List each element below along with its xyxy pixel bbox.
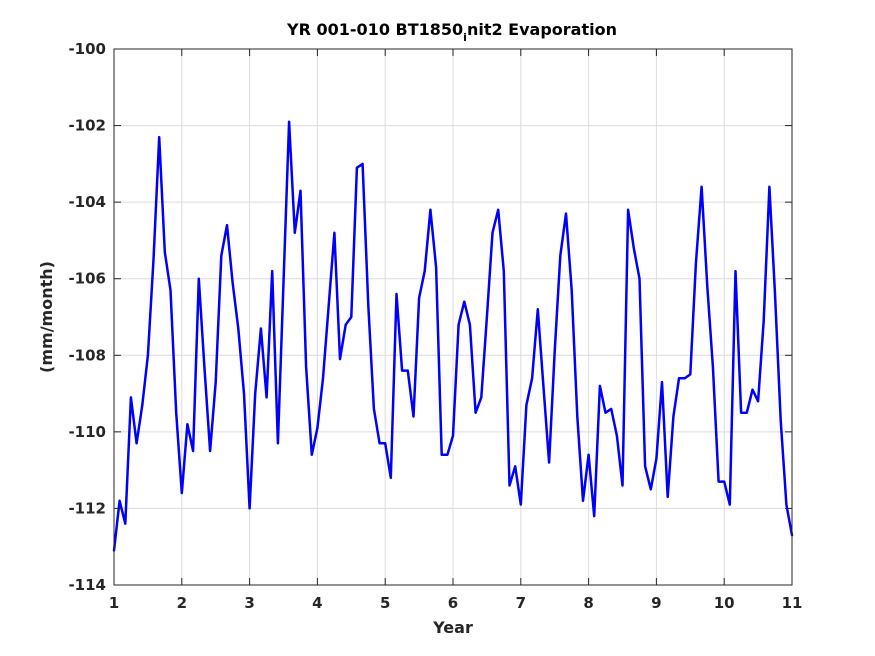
- x-tick-label: 4: [312, 594, 322, 612]
- chart-title-subscript: i: [463, 31, 467, 44]
- y-tick-label: -112: [68, 499, 106, 517]
- x-tick-label: 10: [714, 594, 735, 612]
- y-tick-label: -110: [68, 423, 106, 441]
- evaporation-series-line: [112, 120, 794, 552]
- x-tick-label: 2: [177, 594, 187, 612]
- y-tick-label: -100: [68, 40, 106, 58]
- x-tick-label: 6: [448, 594, 458, 612]
- y-tick-label: -108: [68, 346, 106, 364]
- y-tick-label: -102: [68, 117, 106, 135]
- y-tick-label: -104: [68, 193, 106, 211]
- y-tick-label: -114: [68, 576, 106, 594]
- x-axis-label: Year: [432, 618, 473, 637]
- y-tick-label: -106: [68, 270, 106, 288]
- y-tick-labels: -114 -112 -110 -108 -106 -104 -102 -100: [68, 40, 106, 594]
- tick-marks: [113, 48, 793, 586]
- x-tick-label: 9: [651, 594, 661, 612]
- x-tick-label: 8: [583, 594, 593, 612]
- chart-title-main: YR 001-010 BT1850: [286, 20, 463, 39]
- chart-title: YR 001-010 BT1850init2 Evaporation: [286, 20, 617, 44]
- x-tick-label: 3: [244, 594, 254, 612]
- y-axis-label: (mm/month): [37, 261, 56, 373]
- x-tick-label: 1: [109, 594, 119, 612]
- x-tick-label: 11: [782, 594, 803, 612]
- x-tick-label: 5: [380, 594, 390, 612]
- series-layer: [112, 120, 794, 552]
- x-tick-label: 7: [516, 594, 526, 612]
- chart-title-rest: nit2 Evaporation: [467, 20, 617, 39]
- x-tick-labels: 1 2 3 4 5 6 7 8 9 10 11: [109, 594, 803, 612]
